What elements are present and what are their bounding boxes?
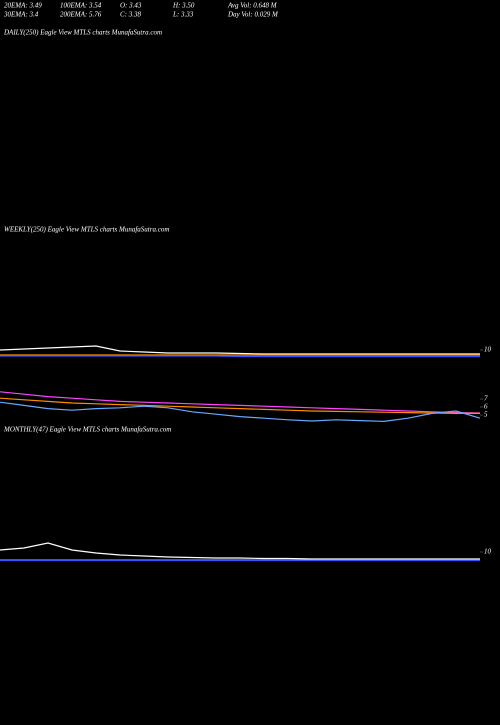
- header-stat: O: 3.43: [120, 2, 142, 10]
- panel-title: WEEKLY(250) Eagle View MTLS charts Munaf…: [4, 226, 169, 234]
- y-tick-label: 10: [484, 548, 492, 556]
- panel-title: DAILY(250) Eagle View MTLS charts Munafa…: [3, 29, 162, 37]
- panel-title: MONTHLY(47) Eagle View MTLS charts Munaf…: [3, 426, 171, 434]
- series-line: [0, 391, 481, 414]
- y-tick-label: 6: [484, 403, 488, 411]
- series-line: [0, 355, 480, 358]
- header-stat: C: 3.38: [120, 11, 142, 19]
- header-stat: Day Vol: 0.029 M: [227, 11, 279, 19]
- header-stat: 100EMA: 3.54: [60, 2, 102, 10]
- header-stat: 200EMA: 5.76: [60, 11, 102, 19]
- header-stat: 20EMA: 3.49: [4, 2, 42, 10]
- y-tick-label: 7: [484, 395, 488, 403]
- series-line: [0, 397, 480, 414]
- header-stat: H: 3.50: [172, 2, 195, 10]
- series-line: [0, 401, 481, 423]
- header-stat: L: 3.33: [172, 11, 194, 19]
- y-tick-label: 10: [484, 346, 492, 354]
- header-stat: 30EMA: 3.4: [3, 11, 39, 19]
- y-tick-label: 5: [484, 411, 488, 419]
- header-stat: Avg Vol: 0.648 M: [227, 2, 278, 10]
- series-line: [0, 345, 480, 355]
- series-line: [0, 542, 480, 560]
